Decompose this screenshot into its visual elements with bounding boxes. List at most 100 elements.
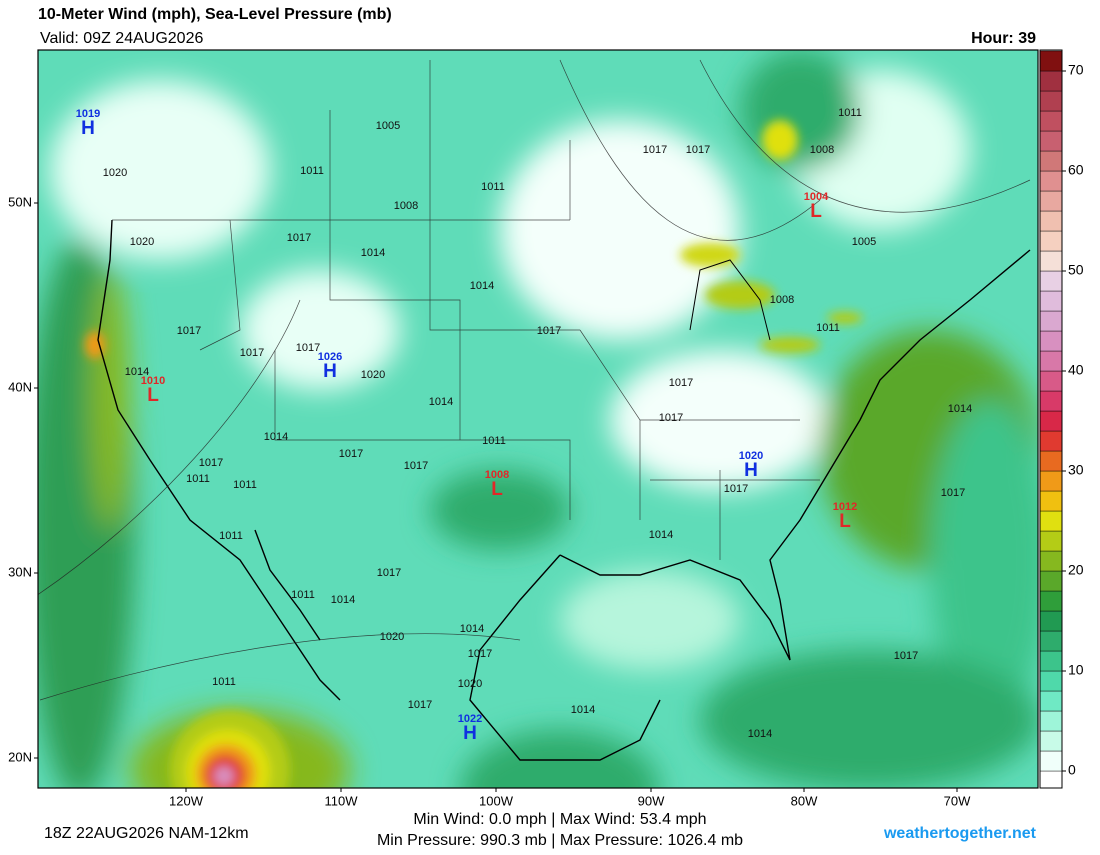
- isobar-label: 1014: [748, 728, 772, 740]
- colorbar-band: [1039, 130, 1063, 152]
- colorbar-band: [1039, 390, 1063, 412]
- isobar-label: 1014: [470, 280, 494, 292]
- pressure-center-value: 1022: [458, 713, 482, 725]
- isobar-label: 1017: [659, 412, 683, 424]
- isobar-label: 1017: [468, 648, 492, 660]
- isobar-label: 1014: [429, 396, 453, 408]
- colorbar-band: [1039, 450, 1063, 472]
- colorbar-band: [1039, 430, 1063, 452]
- colorbar-tick-label: 30: [1068, 462, 1084, 478]
- pressure-center-value: 1026: [318, 351, 342, 363]
- colorbar-band: [1039, 90, 1063, 112]
- colorbar-band: [1039, 330, 1063, 352]
- forecast-hour: Hour: 39: [971, 30, 1036, 47]
- isobar-label: 1020: [103, 167, 127, 179]
- map-frame: [37, 49, 1039, 789]
- isobar-label: 1017: [377, 567, 401, 579]
- isobar-label: 1014: [264, 431, 288, 443]
- model-run: 18Z 22AUG2026 NAM-12km: [44, 825, 249, 842]
- isobar-label: 1017: [240, 347, 264, 359]
- isobar-label: 1008: [394, 200, 418, 212]
- isobar-label: 1011: [481, 181, 505, 193]
- pressure-center-value: 1008: [485, 469, 509, 481]
- colorbar-band: [1039, 570, 1063, 592]
- colorbar-band: [1039, 210, 1063, 232]
- pressure-center-letter: H: [81, 118, 95, 139]
- colorbar-tick-label: 20: [1068, 562, 1084, 578]
- colorbar-band: [1039, 670, 1063, 692]
- colorbar-band: [1039, 610, 1063, 632]
- isobar-label: 1017: [941, 487, 965, 499]
- isobar-label: 1011: [291, 589, 315, 601]
- isobar-label: 1017: [537, 325, 561, 337]
- isobar-label: 1014: [460, 623, 484, 635]
- isobar-label: 1014: [361, 247, 385, 259]
- colorbar-band: [1039, 190, 1063, 212]
- isobar-label: 1011: [838, 107, 862, 119]
- isobar-label: 1020: [361, 369, 385, 381]
- isobar-label: 1020: [380, 631, 404, 643]
- isobar-label: 1017: [686, 144, 710, 156]
- colorbar-band: [1039, 290, 1063, 312]
- isobar-label: 1011: [482, 435, 506, 447]
- isobar-label: 1017: [643, 144, 667, 156]
- isobar-label: 1017: [669, 377, 693, 389]
- isobar-label: 1017: [177, 325, 201, 337]
- colorbar-frame: [1039, 49, 1063, 789]
- isobar-label: 1017: [296, 342, 320, 354]
- colorbar-band: [1039, 650, 1063, 672]
- colorbar-band: [1039, 110, 1063, 132]
- lat-label: 40N: [8, 379, 32, 394]
- isobar-label: 1014: [571, 704, 595, 716]
- isobar-label: 1017: [724, 483, 748, 495]
- lon-label: 100W: [479, 793, 514, 808]
- colorbar-tick-label: 40: [1068, 362, 1084, 378]
- colorbar-band: [1039, 370, 1063, 392]
- colorbar-band: [1039, 230, 1063, 252]
- site-name: weathertogether.net: [883, 825, 1037, 842]
- colorbar-band: [1039, 490, 1063, 512]
- wind-stats: Min Wind: 0.0 mph | Max Wind: 53.4 mph: [413, 811, 706, 828]
- isobar-label: 1017: [894, 650, 918, 662]
- isobar-label: 1011: [233, 479, 257, 491]
- isobar-label: 1011: [219, 530, 243, 542]
- valid-time: Valid: 09Z 24AUG2026: [40, 30, 203, 47]
- title: 10-Meter Wind (mph), Sea-Level Pressure …: [38, 6, 392, 23]
- isobar-label: 1017: [287, 232, 311, 244]
- isobar-label: 1008: [810, 144, 834, 156]
- colorbar-tick-label: 60: [1068, 162, 1084, 178]
- isobar-label: 1017: [404, 460, 428, 472]
- colorbar-band: [1039, 350, 1063, 372]
- colorbar-tick-label: 10: [1068, 662, 1084, 678]
- colorbar-band: [1039, 730, 1063, 752]
- colorbar: 0 10 20 30 40 50 60 70: [1039, 49, 1084, 789]
- isobar-label: 1014: [948, 403, 972, 415]
- colorbar-band: [1039, 590, 1063, 612]
- isobar-label: 1005: [376, 120, 400, 132]
- colorbar-tick-label: 0: [1068, 762, 1076, 778]
- pressure-center-value: 1004: [804, 191, 829, 203]
- isobar-label: 1011: [300, 165, 324, 177]
- pressure-center-letter: L: [810, 201, 822, 222]
- lon-label: 120W: [169, 793, 204, 808]
- lon-label: 90W: [638, 793, 665, 808]
- pressure-center-letter: H: [744, 460, 758, 481]
- isobar-label: 1017: [408, 699, 432, 711]
- lat-label: 50N: [8, 194, 32, 209]
- pressure-center-letter: L: [491, 479, 503, 500]
- isobar-label: 1014: [649, 529, 673, 541]
- pressure-center-value: 1020: [739, 450, 763, 462]
- isobar-label: 1005: [852, 236, 876, 248]
- isobar-label: 1017: [339, 448, 363, 460]
- pressure-center-value: 1012: [833, 501, 857, 513]
- colorbar-band: [1039, 530, 1063, 552]
- colorbar-band: [1039, 750, 1063, 772]
- isobar-label: 1011: [186, 473, 210, 485]
- colorbar-band: [1039, 550, 1063, 572]
- colorbar-band: [1039, 70, 1063, 92]
- isobar-label: 1014: [331, 594, 355, 606]
- pressure-center-value: 1010: [141, 375, 165, 387]
- colorbar-band: [1039, 170, 1063, 192]
- isobar-label: 1020: [130, 236, 154, 248]
